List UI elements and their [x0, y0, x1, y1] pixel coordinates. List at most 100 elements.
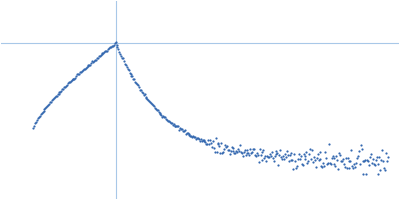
Point — [98, 52, 105, 55]
Point — [140, 92, 146, 95]
Point — [119, 56, 125, 59]
Point — [63, 84, 69, 88]
Point — [337, 154, 343, 157]
Point — [245, 152, 252, 155]
Point — [318, 164, 324, 167]
Point — [82, 67, 88, 70]
Point — [385, 156, 391, 159]
Point — [281, 158, 287, 161]
Point — [346, 159, 353, 162]
Point — [59, 87, 66, 91]
Point — [274, 151, 281, 154]
Point — [138, 88, 144, 92]
Point — [149, 103, 155, 106]
Point — [209, 145, 215, 148]
Point — [322, 151, 328, 154]
Point — [210, 139, 216, 142]
Point — [314, 153, 321, 156]
Point — [272, 152, 279, 155]
Point — [203, 142, 210, 145]
Point — [315, 158, 322, 161]
Point — [66, 81, 73, 84]
Point — [356, 149, 362, 152]
Point — [230, 147, 237, 150]
Point — [301, 154, 308, 158]
Point — [226, 152, 233, 155]
Point — [292, 159, 298, 162]
Point — [159, 115, 166, 118]
Point — [184, 131, 191, 134]
Point — [319, 165, 326, 169]
Point — [157, 112, 164, 115]
Point — [264, 155, 270, 158]
Point — [353, 162, 359, 165]
Point — [240, 154, 246, 158]
Point — [118, 54, 124, 58]
Point — [184, 131, 190, 134]
Point — [372, 158, 379, 162]
Point — [351, 162, 357, 165]
Point — [276, 153, 282, 157]
Point — [361, 159, 368, 162]
Point — [96, 55, 103, 58]
Point — [195, 136, 201, 139]
Point — [48, 100, 54, 104]
Point — [188, 135, 194, 138]
Point — [128, 74, 135, 77]
Point — [66, 81, 72, 84]
Point — [36, 115, 42, 119]
Point — [283, 156, 289, 159]
Point — [87, 63, 94, 66]
Point — [54, 93, 61, 96]
Point — [191, 135, 197, 139]
Point — [330, 157, 337, 160]
Point — [86, 63, 92, 66]
Point — [286, 159, 292, 162]
Point — [359, 160, 366, 163]
Point — [284, 149, 290, 152]
Point — [378, 158, 384, 161]
Point — [269, 150, 275, 153]
Point — [153, 107, 159, 111]
Point — [289, 158, 296, 161]
Point — [310, 160, 316, 163]
Point — [132, 80, 138, 84]
Point — [170, 123, 176, 126]
Point — [251, 147, 257, 151]
Point — [71, 77, 78, 80]
Point — [142, 95, 149, 98]
Point — [134, 83, 140, 86]
Point — [75, 73, 81, 76]
Point — [323, 156, 329, 159]
Point — [277, 149, 284, 152]
Point — [135, 84, 141, 87]
Point — [88, 61, 94, 65]
Point — [342, 156, 349, 160]
Point — [41, 108, 48, 111]
Point — [282, 153, 288, 156]
Point — [172, 124, 179, 128]
Point — [266, 155, 272, 158]
Point — [287, 152, 294, 155]
Point — [220, 151, 226, 154]
Point — [107, 46, 113, 49]
Point — [94, 57, 100, 60]
Point — [170, 123, 177, 126]
Point — [171, 125, 178, 128]
Point — [305, 159, 312, 162]
Point — [221, 148, 227, 151]
Point — [122, 62, 128, 65]
Point — [121, 59, 127, 63]
Point — [32, 122, 38, 125]
Point — [295, 158, 301, 161]
Point — [144, 97, 150, 100]
Point — [303, 151, 310, 154]
Point — [110, 43, 117, 47]
Point — [42, 107, 49, 110]
Point — [294, 165, 300, 168]
Point — [130, 77, 136, 80]
Point — [57, 90, 64, 93]
Point — [326, 143, 332, 146]
Point — [161, 116, 168, 119]
Point — [62, 86, 68, 89]
